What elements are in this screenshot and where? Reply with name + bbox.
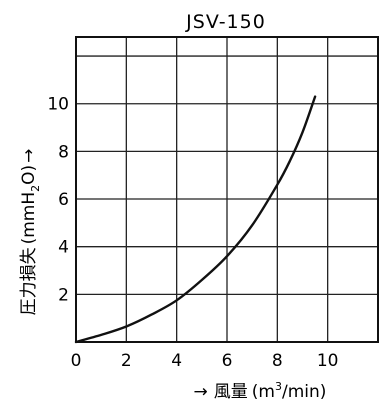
y-tick-label: 6 [58, 190, 69, 210]
y-label-arrow: → [19, 149, 39, 163]
y-axis-label-text: 圧力損失(mmH2O) → [19, 149, 42, 316]
chart-title: JSV-150 [185, 11, 266, 33]
y-label-unit-sub: 2 [29, 185, 42, 192]
x-label-name: 風量 [214, 382, 248, 402]
x-tick-label: 2 [121, 351, 132, 371]
x-label-arrow: → [194, 382, 208, 402]
x-label-unit-close: min) [288, 382, 327, 402]
x-label-unit-sup: 3 [275, 380, 282, 393]
x-tick-label: 10 [317, 351, 339, 371]
x-tick-label: 6 [222, 351, 233, 371]
x-ticks: 0 2 4 6 8 10 [71, 351, 339, 371]
y-label-name: 圧力損失 [19, 247, 39, 315]
x-tick-label: 4 [171, 351, 182, 371]
plot-frame [75, 36, 379, 343]
y-label-unit-open: (mmH [19, 192, 39, 245]
y-label-unit-close: O) [19, 165, 39, 185]
y-ticks: 2 4 6 8 10 [47, 95, 69, 306]
x-label-unit-open: (m [252, 382, 275, 402]
y-tick-label: 4 [58, 238, 69, 258]
y-axis-label: 圧力損失(mmH2O) → [19, 149, 42, 316]
x-label-unit-slash: ∕ [282, 382, 288, 402]
y-tick-label: 2 [58, 285, 69, 305]
x-axis-label: → 風量 (m3∕min) [194, 380, 327, 402]
y-tick-label: 10 [47, 95, 69, 115]
x-tick-label: 8 [272, 351, 283, 371]
y-tick-label: 8 [58, 142, 69, 162]
series-line [74, 95, 317, 344]
x-tick-label: 0 [71, 351, 82, 371]
grid [75, 37, 379, 342]
